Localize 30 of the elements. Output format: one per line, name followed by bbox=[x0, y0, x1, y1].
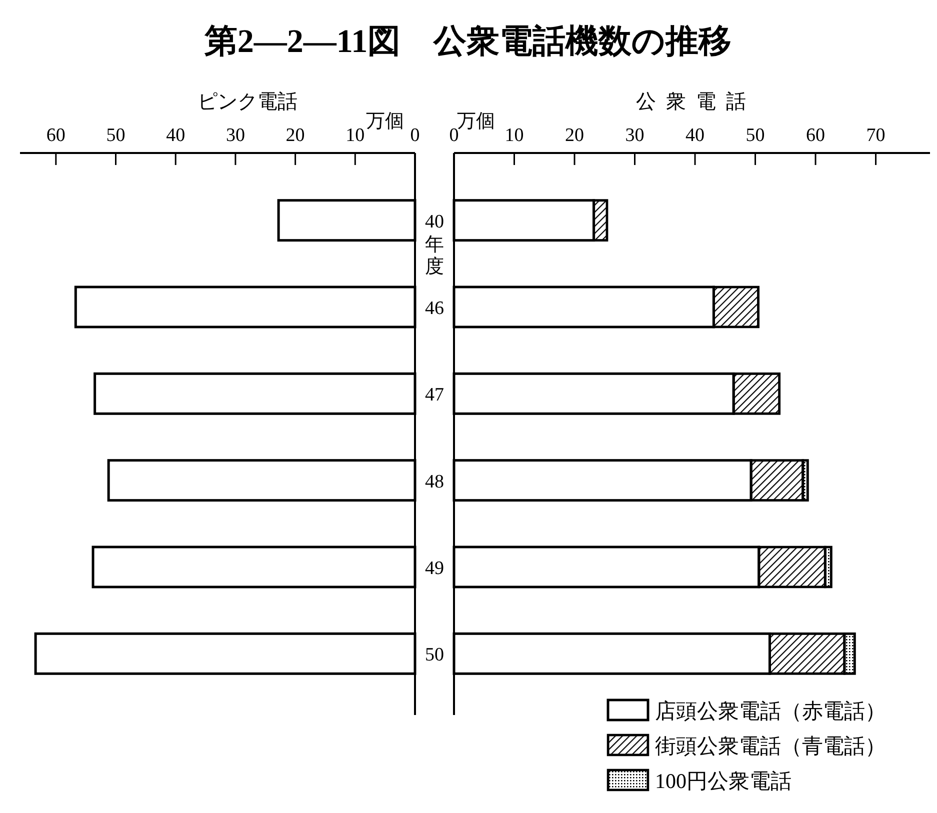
x-axis-title: 万個 bbox=[366, 111, 404, 132]
x-tick-label: 30 bbox=[625, 125, 644, 146]
x-tick-label: 0 bbox=[449, 125, 459, 146]
y-tick-label: 50 bbox=[425, 644, 444, 666]
x-tick-label: 50 bbox=[106, 125, 126, 146]
x-tick-label: 40 bbox=[686, 125, 705, 146]
x-tick-label: 60 bbox=[46, 125, 66, 146]
x-tick-label: 0 bbox=[410, 125, 420, 146]
chart-subtitle: ピンク電話 bbox=[198, 91, 298, 113]
x-tick-label: 10 bbox=[504, 125, 524, 146]
x-axis-title: 万個 bbox=[457, 111, 495, 132]
y-tick-label: 48 bbox=[425, 471, 444, 492]
x-tick-label: 60 bbox=[806, 125, 826, 146]
legend-label: 店頭公衆電話（赤電話） bbox=[655, 699, 886, 723]
legend-label: 街頭公衆電話（青電話） bbox=[655, 734, 886, 758]
y-tick-label: 49 bbox=[425, 558, 444, 579]
y-tick-label: 47 bbox=[425, 384, 444, 406]
x-tick-label: 40 bbox=[166, 125, 186, 146]
y-tick-label: 40 bbox=[425, 211, 444, 232]
chart-subtitle: 公衆電話 bbox=[636, 91, 756, 113]
x-tick-label: 50 bbox=[746, 125, 765, 146]
x-tick-label: 20 bbox=[565, 125, 584, 146]
x-tick-label: 10 bbox=[346, 125, 365, 146]
y-tick-label: 46 bbox=[425, 298, 444, 319]
chart-title: 第2—2—11図 公衆電話機数の推移 bbox=[203, 23, 732, 60]
x-tick-label: 20 bbox=[286, 125, 305, 146]
y-axis-title: 年度 bbox=[425, 234, 444, 278]
x-tick-label: 30 bbox=[226, 125, 245, 146]
x-tick-label: 70 bbox=[866, 125, 886, 146]
legend-label: 100円公衆電話 bbox=[655, 769, 792, 793]
